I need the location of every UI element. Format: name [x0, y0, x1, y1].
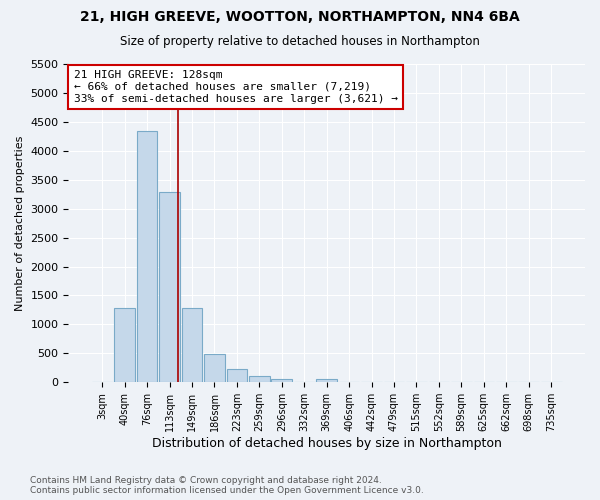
X-axis label: Distribution of detached houses by size in Northampton: Distribution of detached houses by size … [152, 437, 502, 450]
Bar [182, 308, 202, 382]
Text: Contains HM Land Registry data © Crown copyright and database right 2024.
Contai: Contains HM Land Registry data © Crown c… [30, 476, 424, 495]
Bar [115, 308, 135, 382]
Bar [316, 379, 337, 382]
Text: 21 HIGH GREEVE: 128sqm
← 66% of detached houses are smaller (7,219)
33% of semi-: 21 HIGH GREEVE: 128sqm ← 66% of detached… [74, 70, 398, 104]
Bar [137, 130, 157, 382]
Bar [159, 192, 180, 382]
Text: 21, HIGH GREEVE, WOOTTON, NORTHAMPTON, NN4 6BA: 21, HIGH GREEVE, WOOTTON, NORTHAMPTON, N… [80, 10, 520, 24]
Y-axis label: Number of detached properties: Number of detached properties [15, 136, 25, 311]
Bar [227, 370, 247, 382]
Bar [204, 354, 225, 382]
Bar [271, 379, 292, 382]
Text: Size of property relative to detached houses in Northampton: Size of property relative to detached ho… [120, 35, 480, 48]
Bar [249, 376, 269, 382]
